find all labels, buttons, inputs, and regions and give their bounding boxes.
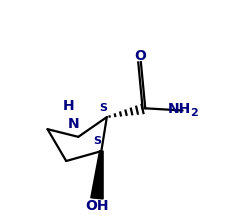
Polygon shape <box>90 151 103 199</box>
Text: S: S <box>99 103 107 113</box>
Text: OH: OH <box>85 199 108 213</box>
Text: S: S <box>92 136 100 146</box>
Text: H: H <box>62 99 74 113</box>
Text: NH: NH <box>167 102 190 116</box>
Text: O: O <box>133 49 145 63</box>
Text: 2: 2 <box>189 108 197 118</box>
Text: N: N <box>68 117 80 131</box>
